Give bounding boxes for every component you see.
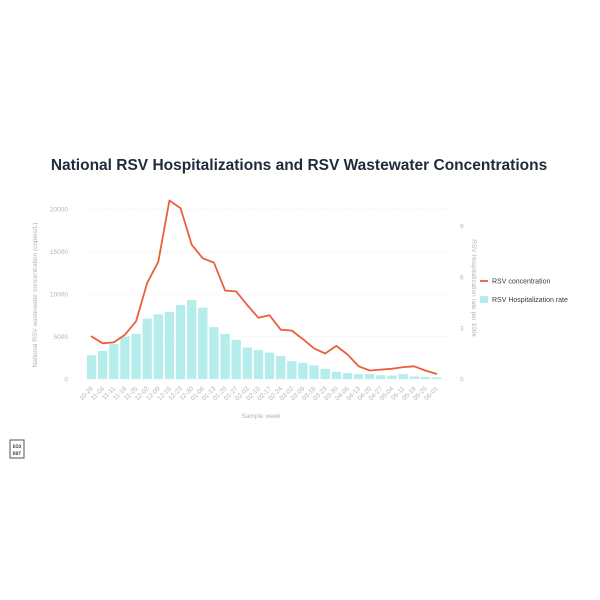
right-tick-label: 9	[460, 223, 464, 230]
right-tick-label: 6	[460, 274, 464, 281]
hospitalization-bar	[86, 355, 97, 379]
right-axis-label: RSV Hospitalization rate per 100k	[470, 239, 477, 337]
x-axis-label: Sample week	[241, 413, 281, 420]
hospitalization-bar	[365, 373, 375, 379]
left-axis-label: National RSV wastewater concentration (c…	[32, 223, 39, 368]
logo-text-line2: BOT	[13, 451, 22, 457]
hospitalization-bar	[120, 336, 130, 379]
left-tick-label: 10000	[50, 291, 68, 298]
hospitalization-bar	[298, 362, 308, 379]
legend-hospitalization-label: RSV Hospitalization rate	[492, 297, 568, 304]
right-tick-label: 0	[460, 376, 464, 383]
hospitalization-bar	[131, 333, 141, 379]
hospitalization-bar	[387, 375, 397, 379]
hospitalization-bar	[320, 368, 330, 379]
right-axis-ticks: 0 3 6 9	[460, 223, 464, 383]
right-tick-label: 3	[460, 325, 464, 332]
hospitalization-bar	[187, 299, 197, 379]
left-tick-label: 5000	[54, 334, 69, 341]
hospitalization-bar	[142, 318, 152, 379]
hospitalization-bar	[342, 373, 353, 379]
legend: RSV concentration RSV Hospitalization ra…	[480, 279, 568, 304]
biobot-logo: BIO BOT	[9, 439, 25, 459]
hospitalization-bar	[420, 376, 430, 379]
hospitalization-bar	[220, 333, 230, 379]
hospitalization-bar	[431, 377, 442, 379]
legend-hospitalization-swatch	[480, 296, 488, 303]
chart-title: National RSV Hospitalizations and RSV Wa…	[51, 157, 547, 174]
hospitalization-bar	[287, 361, 297, 379]
hospitalization-bar	[164, 311, 175, 379]
hospitalization-bar	[242, 347, 252, 379]
logo-text-line1: BIO	[13, 444, 22, 450]
left-tick-label: 0	[64, 376, 68, 383]
hospitalization-bar	[231, 339, 241, 379]
hospitalization-bar	[276, 356, 286, 379]
concentration-line	[90, 199, 438, 375]
x-axis-ticks: 10-2811-0411-1111-1811-2512-0212-0912-16…	[78, 385, 440, 402]
left-tick-label: 15000	[50, 249, 68, 256]
hospitalization-bar	[209, 327, 219, 379]
hospitalization-bar	[309, 365, 319, 379]
hospitalization-bar	[398, 374, 408, 379]
hospitalization-bar	[98, 350, 108, 379]
hospitalization-bar	[353, 374, 364, 379]
hospitalization-bars	[86, 299, 442, 379]
legend-concentration-label: RSV concentration	[492, 279, 550, 286]
hospitalization-bar	[109, 344, 119, 379]
left-tick-label: 20000	[50, 206, 68, 213]
hospitalization-bar	[331, 371, 341, 379]
logo-border	[9, 439, 25, 459]
hospitalization-bar	[153, 314, 163, 379]
hospitalization-bar	[198, 307, 208, 379]
hospitalization-bar	[253, 350, 264, 379]
hospitalization-bar	[175, 305, 186, 379]
left-axis-ticks: 0 5000 10000 15000 20000	[50, 206, 68, 383]
hospitalization-bar	[376, 375, 386, 379]
hospitalization-bar	[264, 352, 275, 379]
hospitalization-bar	[409, 376, 419, 379]
